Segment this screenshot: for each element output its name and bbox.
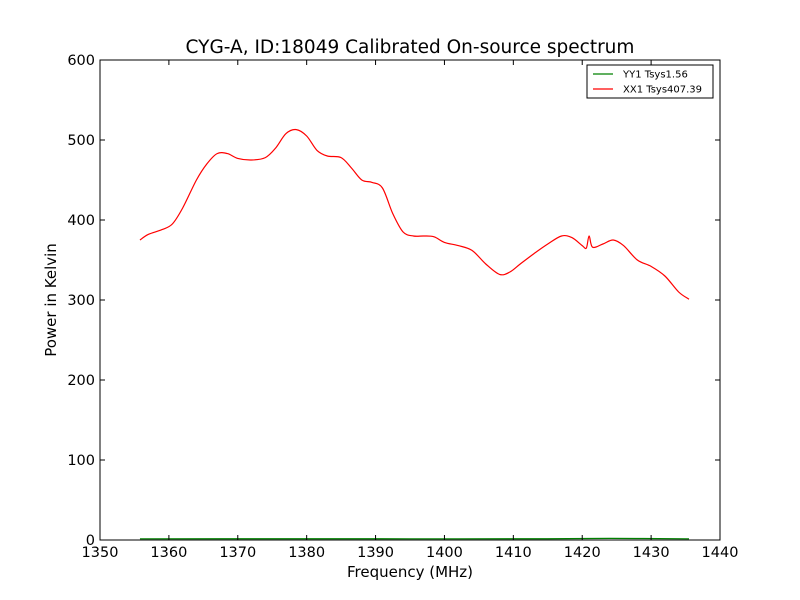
y-tick-label: 400 — [67, 213, 95, 229]
x-axis-label: Frequency (MHz) — [347, 563, 473, 581]
chart-title: CYG-A, ID:18049 Calibrated On-source spe… — [186, 37, 635, 58]
legend: YY1 Tsys1.56 XX1 Tsys407.39 — [586, 64, 714, 99]
x-tick-label: 1420 — [564, 545, 601, 561]
tick-layer: 1350 1360 1370 1380 1390 1400 1410 1420 1430 1440… — [67, 53, 738, 561]
x-tick-label: 1370 — [219, 545, 256, 561]
y-tick-label: 300 — [67, 293, 95, 309]
x-tick-label: 1390 — [357, 545, 394, 561]
x-tick-label: 1440 — [702, 545, 739, 561]
y-axis-label: Power in Kelvin — [42, 243, 60, 357]
x-tick-label: 1350 — [82, 545, 119, 561]
plot-frame — [99, 59, 721, 541]
y-tick-label: 0 — [86, 533, 95, 549]
series-layer — [139, 128, 690, 540]
y-tick-label: 100 — [67, 453, 95, 469]
y-tick-label: 500 — [67, 133, 95, 149]
y-tick-label: 200 — [67, 373, 95, 389]
legend-label-yy1: YY1 Tsys1.56 — [622, 70, 688, 81]
x-tick-label: 1400 — [426, 545, 463, 561]
legend-label-xx1: XX1 Tsys407.39 — [623, 85, 702, 96]
y-tick-label: 600 — [67, 53, 95, 69]
series-line-xx1 — [139, 128, 690, 300]
legend-box — [586, 64, 714, 99]
x-tick-label: 1380 — [288, 545, 325, 561]
x-tick-label: 1360 — [150, 545, 187, 561]
x-tick-label: 1430 — [633, 545, 670, 561]
x-tick-label: 1410 — [495, 545, 532, 561]
